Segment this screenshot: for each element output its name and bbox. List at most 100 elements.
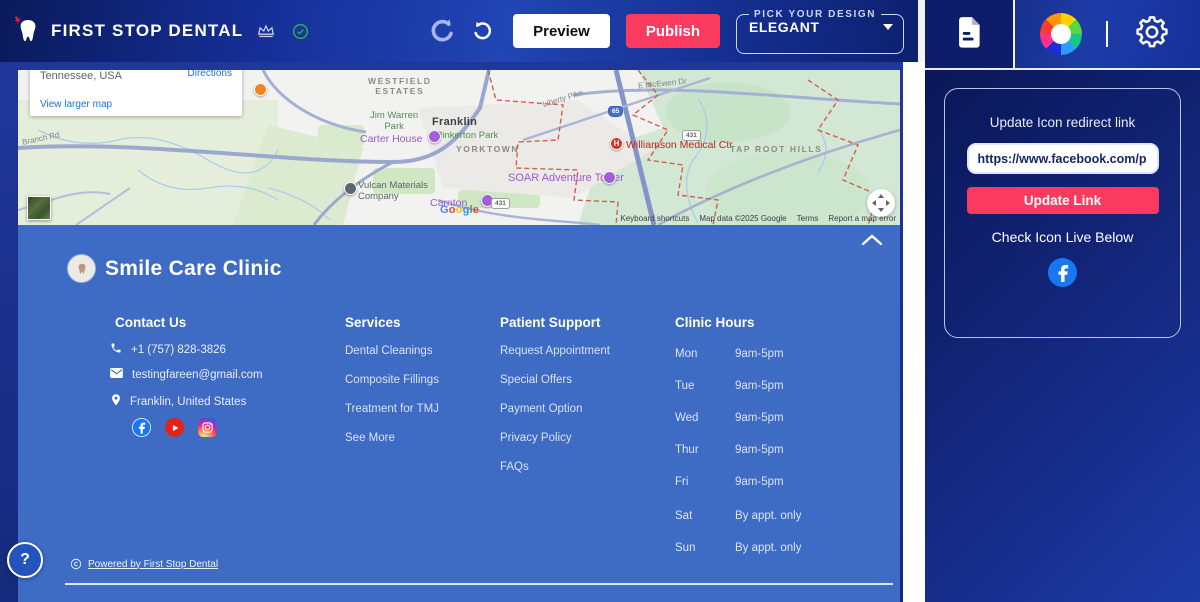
top-toolbar: FIRST STOP DENTAL [0, 0, 920, 62]
facebook-icon[interactable] [132, 418, 151, 437]
map-place-title: Tennessee, USA [40, 70, 122, 82]
crown-icon[interactable] [255, 21, 277, 41]
social-icons [132, 418, 217, 437]
support-link[interactable]: Special Offers [500, 374, 573, 386]
hours-day: Mon [675, 348, 698, 360]
design-picker-value: ELEGANT [749, 18, 820, 35]
icon-link-card: Update Icon redirect link Update Link Ch… [944, 88, 1181, 338]
services-heading: Services [345, 315, 401, 330]
contact-phone[interactable]: +1 (757) 828-3826 [110, 342, 226, 357]
hours-day: Thur [675, 444, 699, 456]
update-link-button[interactable]: Update Link [966, 187, 1159, 214]
youtube-icon[interactable] [165, 418, 184, 437]
map-attribution: Keyboard shortcuts Map data ©2025 Google… [620, 214, 896, 223]
collapse-chevron-up-icon[interactable] [860, 233, 884, 252]
site-preview: Scout's Pub WESTFIELD ESTATES Jim Warren… [18, 70, 900, 602]
preview-button[interactable]: Preview [513, 14, 610, 48]
header-separator [1106, 21, 1108, 47]
chevron-down-icon [883, 23, 893, 30]
support-link[interactable]: Request Appointment [500, 345, 610, 357]
google-letter: l [469, 204, 473, 216]
redo-icon[interactable] [470, 19, 495, 44]
preview-scrollbar[interactable] [903, 62, 925, 602]
color-wheel-icon[interactable] [1040, 13, 1082, 55]
pages-tab[interactable] [925, 0, 1015, 68]
contact-location[interactable]: Franklin, United States [111, 393, 246, 410]
check-icon-live-label: Check Icon Live Below [991, 229, 1134, 245]
saved-check-icon [291, 22, 310, 41]
view-larger-map-link[interactable]: View larger map [40, 99, 113, 110]
google-map[interactable]: Scout's Pub WESTFIELD ESTATES Jim Warren… [18, 70, 900, 225]
icon-settings-sidebar: Update Icon redirect link Update Link Ch… [925, 70, 1200, 602]
map-data-text: Map data ©2025 Google [699, 214, 787, 223]
support-link[interactable]: Privacy Policy [500, 432, 572, 444]
right-panel-header [925, 0, 1200, 70]
facebook-live-icon[interactable] [1048, 258, 1077, 287]
service-link[interactable]: Treatment for TMJ [345, 403, 439, 415]
service-link[interactable]: Dental Cleanings [345, 345, 433, 357]
google-letter: g [462, 204, 470, 216]
google-letter: o [448, 204, 456, 216]
pan-right-icon [886, 200, 890, 206]
hours-time: 9am-5pm [735, 476, 784, 488]
clinic-header: Smile Care Clinic [68, 255, 282, 282]
powered-by-link[interactable]: Powered by First Stop Dental [70, 558, 218, 570]
soar-marker[interactable] [603, 171, 616, 184]
scouts-pub-marker[interactable] [254, 83, 267, 96]
vulcan-marker[interactable] [344, 182, 357, 195]
design-picker[interactable]: PICK YOUR DESIGN ELEGANT [736, 8, 904, 54]
design-picker-label: PICK YOUR DESIGN [754, 8, 877, 20]
hours-day: Wed [675, 412, 699, 424]
icon-redirect-input[interactable] [966, 143, 1159, 174]
phone-number: +1 (757) 828-3826 [131, 343, 226, 356]
undo-icon[interactable] [427, 16, 458, 47]
toolbar-divider [918, 0, 925, 62]
support-link[interactable]: Payment Option [500, 403, 583, 415]
contact-email[interactable]: testingfareen@gmail.com [110, 368, 263, 381]
location-text: Franklin, United States [130, 395, 247, 408]
site-footer-section: Smile Care Clinic Contact Us +1 (757) 82… [18, 225, 900, 602]
hours-time: 9am-5pm [735, 348, 784, 360]
help-button[interactable]: ? [7, 542, 43, 578]
hours-day: Sat [675, 510, 693, 522]
phone-icon [110, 342, 122, 357]
update-link-label: Update Icon redirect link [989, 115, 1136, 130]
contact-heading: Contact Us [115, 315, 187, 330]
interstate-shield: 65 [608, 106, 624, 117]
hours-time: 9am-5pm [735, 380, 784, 392]
satellite-toggle[interactable] [27, 196, 51, 220]
terms-link[interactable]: Terms [796, 214, 819, 223]
hours-time: 9am-5pm [735, 444, 784, 456]
map-pan-control[interactable] [867, 189, 895, 217]
hours-time: By appt. only [735, 542, 802, 554]
settings-gear-icon[interactable] [1132, 12, 1172, 57]
app-title: FIRST STOP DENTAL [51, 21, 244, 40]
carter-house-marker[interactable] [428, 130, 441, 143]
email-icon [110, 368, 123, 381]
service-see-more-link[interactable]: See More [345, 432, 395, 444]
pan-left-icon [872, 200, 876, 206]
google-logo[interactable]: Google [440, 204, 479, 216]
copyright-icon [70, 558, 82, 570]
hours-time: By appt. only [735, 510, 802, 522]
directions-link[interactable]: Directions [187, 70, 232, 79]
service-link[interactable]: Composite Fillings [345, 374, 439, 386]
hours-day: Sun [675, 542, 696, 554]
williamson-marker[interactable]: H [610, 137, 623, 150]
publish-button[interactable]: Publish [625, 14, 720, 48]
support-heading: Patient Support [500, 315, 601, 330]
pan-down-icon [878, 208, 884, 212]
brand: FIRST STOP DENTAL [0, 13, 310, 49]
powered-by-text: Powered by First Stop Dental [88, 558, 219, 570]
keyboard-shortcuts-link[interactable]: Keyboard shortcuts [620, 214, 690, 223]
hours-heading: Clinic Hours [675, 315, 755, 330]
editor-workspace: Scout's Pub WESTFIELD ESTATES Jim Warren… [0, 62, 903, 602]
clinic-name: Smile Care Clinic [105, 256, 282, 280]
route-shield-431: 431 [682, 130, 701, 141]
support-link[interactable]: FAQs [500, 461, 529, 473]
instagram-icon[interactable] [198, 418, 217, 437]
google-letter: o [455, 204, 463, 216]
report-map-error-link[interactable]: Report a map error [828, 214, 896, 223]
hours-time: 9am-5pm [735, 412, 784, 424]
